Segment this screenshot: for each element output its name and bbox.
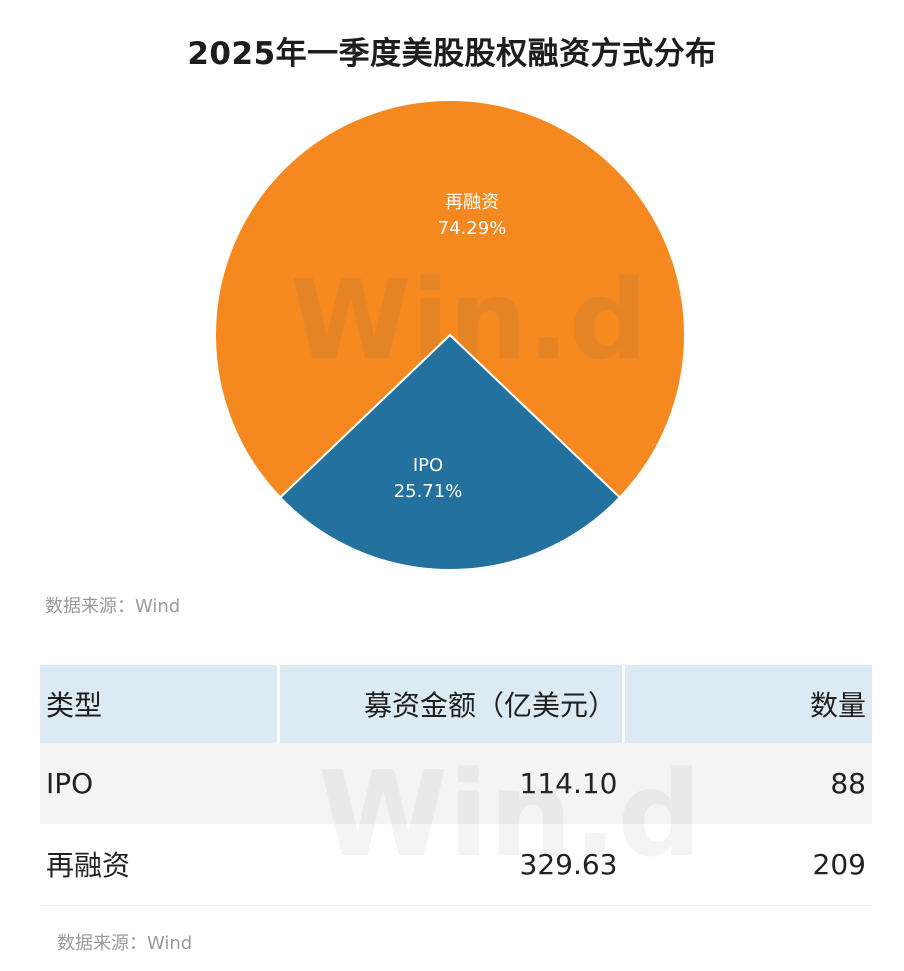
- row-type: IPO: [40, 743, 279, 824]
- row-count: 209: [624, 824, 873, 905]
- row-count: 88: [624, 743, 873, 824]
- table-row: 再融资 329.63 209: [40, 824, 872, 905]
- pie-label-refinancing: 再融资: [445, 192, 499, 213]
- header-count: 数量: [624, 665, 873, 743]
- pie-value-refinancing: 74.29%: [438, 218, 507, 239]
- table-row: IPO 114.10 88: [40, 743, 872, 824]
- table-header-row: 类型 募资金额（亿美元） 数量: [40, 665, 872, 743]
- header-amount: 募资金额（亿美元）: [279, 665, 624, 743]
- source-note-chart: 数据来源：Wind: [45, 592, 180, 618]
- row-amount: 329.63: [279, 824, 624, 905]
- pie-value-ipo: 25.71%: [394, 481, 463, 502]
- data-table: 类型 募资金额（亿美元） 数量 IPO 114.10 88 再融资 329.63…: [40, 665, 872, 906]
- pie-label-ipo: IPO: [413, 455, 443, 476]
- row-type: 再融资: [40, 824, 279, 905]
- source-note-table: 数据来源：Wind: [57, 929, 192, 955]
- pie-watermark: Win.d: [290, 256, 648, 384]
- header-type: 类型: [40, 665, 279, 743]
- row-amount: 114.10: [279, 743, 624, 824]
- pie-chart: Win.d 再融资 74.29% IPO 25.71%: [0, 0, 904, 590]
